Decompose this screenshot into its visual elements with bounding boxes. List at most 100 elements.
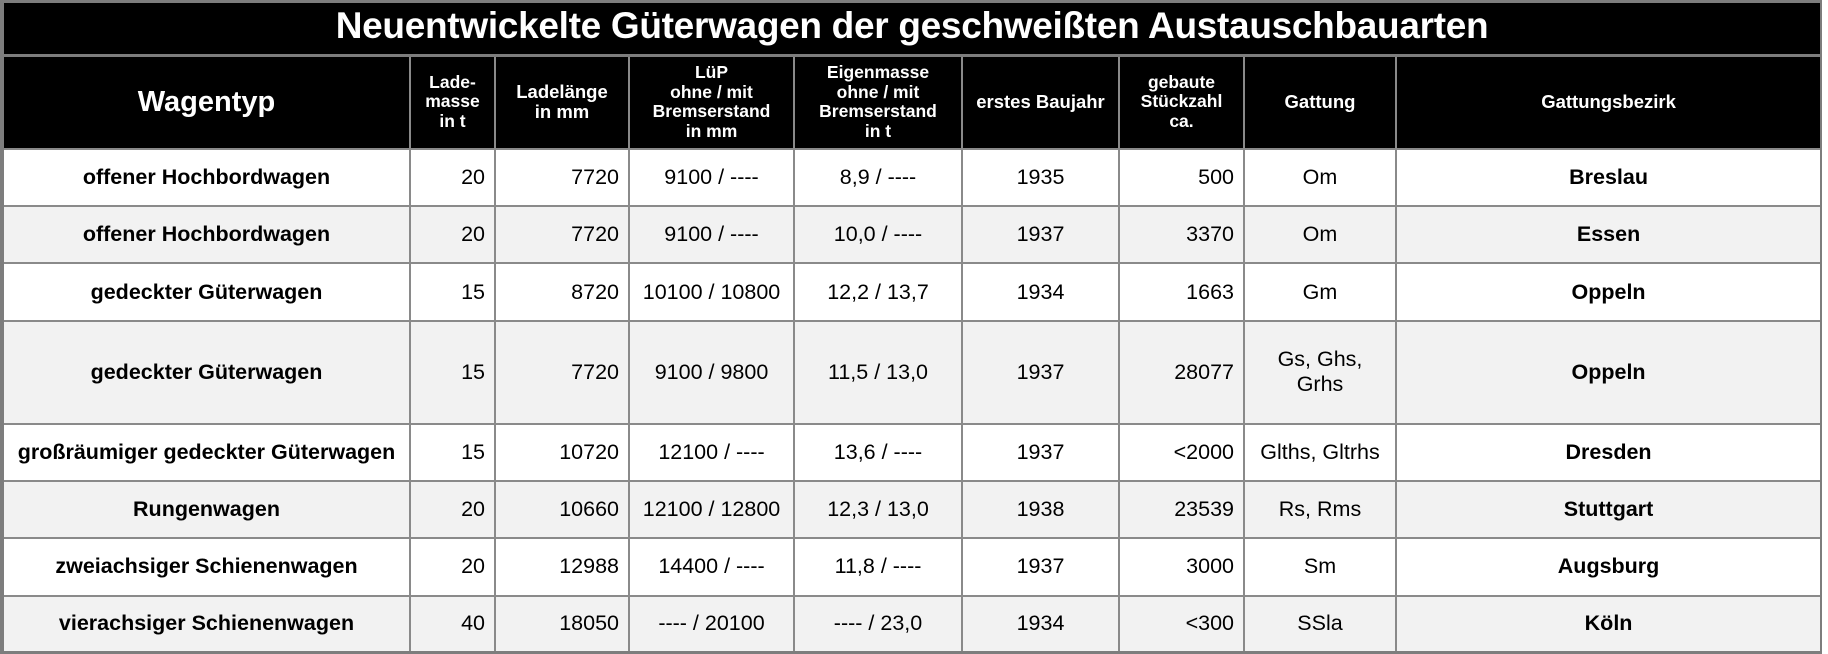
table-header-row: Wagentyp Lade- masse in t Ladelänge in m… bbox=[4, 55, 1821, 150]
cell-lademasse: 40 bbox=[410, 595, 496, 651]
cell-lademasse: 15 bbox=[410, 263, 496, 322]
column-header-luep[interactable]: LüP ohne / mit Bremserstand in mm bbox=[629, 55, 795, 150]
cell-wagentyp: vierachsiger Schienenwagen bbox=[4, 595, 411, 651]
header-line: in t bbox=[864, 120, 892, 141]
cell-gattung: SSla bbox=[1244, 595, 1397, 651]
table-row[interactable]: gedeckter Güterwagen 15 8720 10100 / 108… bbox=[4, 263, 1821, 322]
table-row[interactable]: vierachsiger Schienenwagen 40 18050 ----… bbox=[4, 595, 1821, 651]
header-line: Ladelänge bbox=[516, 80, 608, 102]
cell-eigenmasse: 12,3 / 13,0 bbox=[794, 481, 963, 540]
cell-stueckzahl: <2000 bbox=[1119, 423, 1245, 483]
header-line: LüP bbox=[694, 62, 729, 83]
header-line: in mm bbox=[685, 120, 738, 141]
cell-luep: 12100 / ---- bbox=[629, 423, 795, 483]
cell-eigenmasse: 13,6 / ---- bbox=[794, 423, 963, 483]
column-header-stueckzahl[interactable]: gebaute Stückzahl ca. bbox=[1119, 55, 1245, 150]
column-header-eigenmasse[interactable]: Eigenmasse ohne / mit Bremserstand in t bbox=[794, 55, 963, 150]
cell-stueckzahl: 23539 bbox=[1119, 481, 1245, 540]
cell-wagentyp: Rungenwagen bbox=[4, 481, 411, 540]
cell-gattung: Gs, Ghs, Grhs bbox=[1244, 320, 1397, 425]
cell-ladelaenge: 10720 bbox=[495, 423, 630, 483]
column-header-baujahr[interactable]: erstes Baujahr bbox=[962, 55, 1120, 150]
cell-baujahr: 1937 bbox=[962, 320, 1120, 425]
cell-wagentyp: großräumiger gedeckter Güterwagen bbox=[4, 423, 411, 483]
cell-stueckzahl: 3000 bbox=[1119, 538, 1245, 597]
column-header-ladelaenge[interactable]: Ladelänge in mm bbox=[495, 55, 630, 150]
cell-luep: 12100 / 12800 bbox=[629, 481, 795, 540]
cell-gattungsbezirk: Essen bbox=[1396, 206, 1821, 265]
cell-luep: 10100 / 10800 bbox=[629, 263, 795, 322]
cell-baujahr: 1934 bbox=[962, 595, 1120, 651]
page-title: Neuentwickelte Güterwagen der geschweißt… bbox=[4, 3, 1821, 57]
cell-lademasse: 20 bbox=[410, 206, 496, 265]
cell-baujahr: 1937 bbox=[962, 206, 1120, 265]
cell-wagentyp: zweiachsiger Schienenwagen bbox=[4, 538, 411, 597]
column-header-gattung[interactable]: Gattung bbox=[1244, 55, 1397, 150]
cell-lademasse: 20 bbox=[410, 538, 496, 597]
cell-eigenmasse: ---- / 23,0 bbox=[794, 595, 963, 651]
cell-ladelaenge: 10660 bbox=[495, 481, 630, 540]
table-row[interactable]: offener Hochbordwagen 20 7720 9100 / ---… bbox=[4, 206, 1821, 265]
cell-baujahr: 1938 bbox=[962, 481, 1120, 540]
cell-gattung: Gm bbox=[1244, 263, 1397, 322]
table-row[interactable]: offener Hochbordwagen 20 7720 9100 / ---… bbox=[4, 149, 1821, 208]
cell-eigenmasse: 11,5 / 13,0 bbox=[794, 320, 963, 425]
cell-gattung: Glths, Gltrhs bbox=[1244, 423, 1397, 483]
header-line: in mm bbox=[534, 101, 590, 123]
cell-gattungsbezirk: Oppeln bbox=[1396, 320, 1821, 425]
cell-gattungsbezirk: Stuttgart bbox=[1396, 481, 1821, 540]
table-row[interactable]: Rungenwagen 20 10660 12100 / 12800 12,3 … bbox=[4, 481, 1821, 540]
table-row[interactable]: zweiachsiger Schienenwagen 20 12988 1440… bbox=[4, 538, 1821, 597]
cell-eigenmasse: 11,8 / ---- bbox=[794, 538, 963, 597]
column-header-lademasse[interactable]: Lade- masse in t bbox=[410, 55, 496, 150]
column-header-wagentyp[interactable]: Wagentyp bbox=[4, 55, 411, 150]
cell-ladelaenge: 7720 bbox=[495, 149, 630, 208]
column-header-gattungsbezirk[interactable]: Gattungsbezirk bbox=[1396, 55, 1821, 150]
cell-gattung: Sm bbox=[1244, 538, 1397, 597]
cell-wagentyp: gedeckter Güterwagen bbox=[4, 320, 411, 425]
table-row[interactable]: gedeckter Güterwagen 15 7720 9100 / 9800… bbox=[4, 320, 1821, 425]
cell-luep: 9100 / ---- bbox=[629, 206, 795, 265]
cell-wagentyp: gedeckter Güterwagen bbox=[4, 263, 411, 322]
cell-ladelaenge: 7720 bbox=[495, 320, 630, 425]
header-line: ca. bbox=[1169, 111, 1194, 132]
cell-gattung: Om bbox=[1244, 149, 1397, 208]
cell-stueckzahl: 28077 bbox=[1119, 320, 1245, 425]
cell-stueckzahl: <300 bbox=[1119, 595, 1245, 651]
header-line: masse bbox=[425, 91, 480, 112]
cell-lademasse: 20 bbox=[410, 149, 496, 208]
header-line: Stückzahl bbox=[1140, 91, 1223, 112]
cell-gattungsbezirk: Augsburg bbox=[1396, 538, 1821, 597]
cell-wagentyp: offener Hochbordwagen bbox=[4, 149, 411, 208]
cell-baujahr: 1937 bbox=[962, 423, 1120, 483]
cell-stueckzahl: 500 bbox=[1119, 149, 1245, 208]
cell-ladelaenge: 7720 bbox=[495, 206, 630, 265]
header-line: in t bbox=[439, 111, 466, 132]
cell-gattungsbezirk: Breslau bbox=[1396, 149, 1821, 208]
cell-stueckzahl: 3370 bbox=[1119, 206, 1245, 265]
cell-ladelaenge: 8720 bbox=[495, 263, 630, 322]
cell-luep: 9100 / 9800 bbox=[629, 320, 795, 425]
header-line: Eigenmasse bbox=[826, 62, 930, 83]
cell-wagentyp: offener Hochbordwagen bbox=[4, 206, 411, 265]
cell-lademasse: 15 bbox=[410, 423, 496, 483]
header-line: Bremserstand bbox=[652, 101, 771, 122]
table-row[interactable]: großräumiger gedeckter Güterwagen 15 107… bbox=[4, 423, 1821, 483]
header-line: ohne / mit bbox=[670, 81, 753, 102]
cell-stueckzahl: 1663 bbox=[1119, 263, 1245, 322]
cell-ladelaenge: 12988 bbox=[495, 538, 630, 597]
cell-luep: ---- / 20100 bbox=[629, 595, 795, 651]
cell-luep: 9100 / ---- bbox=[629, 149, 795, 208]
cell-gattungsbezirk: Köln bbox=[1396, 595, 1821, 651]
header-line: gebaute bbox=[1147, 71, 1216, 92]
cell-lademasse: 15 bbox=[410, 320, 496, 425]
header-line: ohne / mit bbox=[836, 81, 920, 102]
cell-eigenmasse: 8,9 / ---- bbox=[794, 149, 963, 208]
cell-baujahr: 1934 bbox=[962, 263, 1120, 322]
cell-ladelaenge: 18050 bbox=[495, 595, 630, 651]
cell-gattung: Om bbox=[1244, 206, 1397, 265]
cell-gattungsbezirk: Oppeln bbox=[1396, 263, 1821, 322]
wagon-table: Neuentwickelte Güterwagen der geschweißt… bbox=[4, 3, 1821, 651]
